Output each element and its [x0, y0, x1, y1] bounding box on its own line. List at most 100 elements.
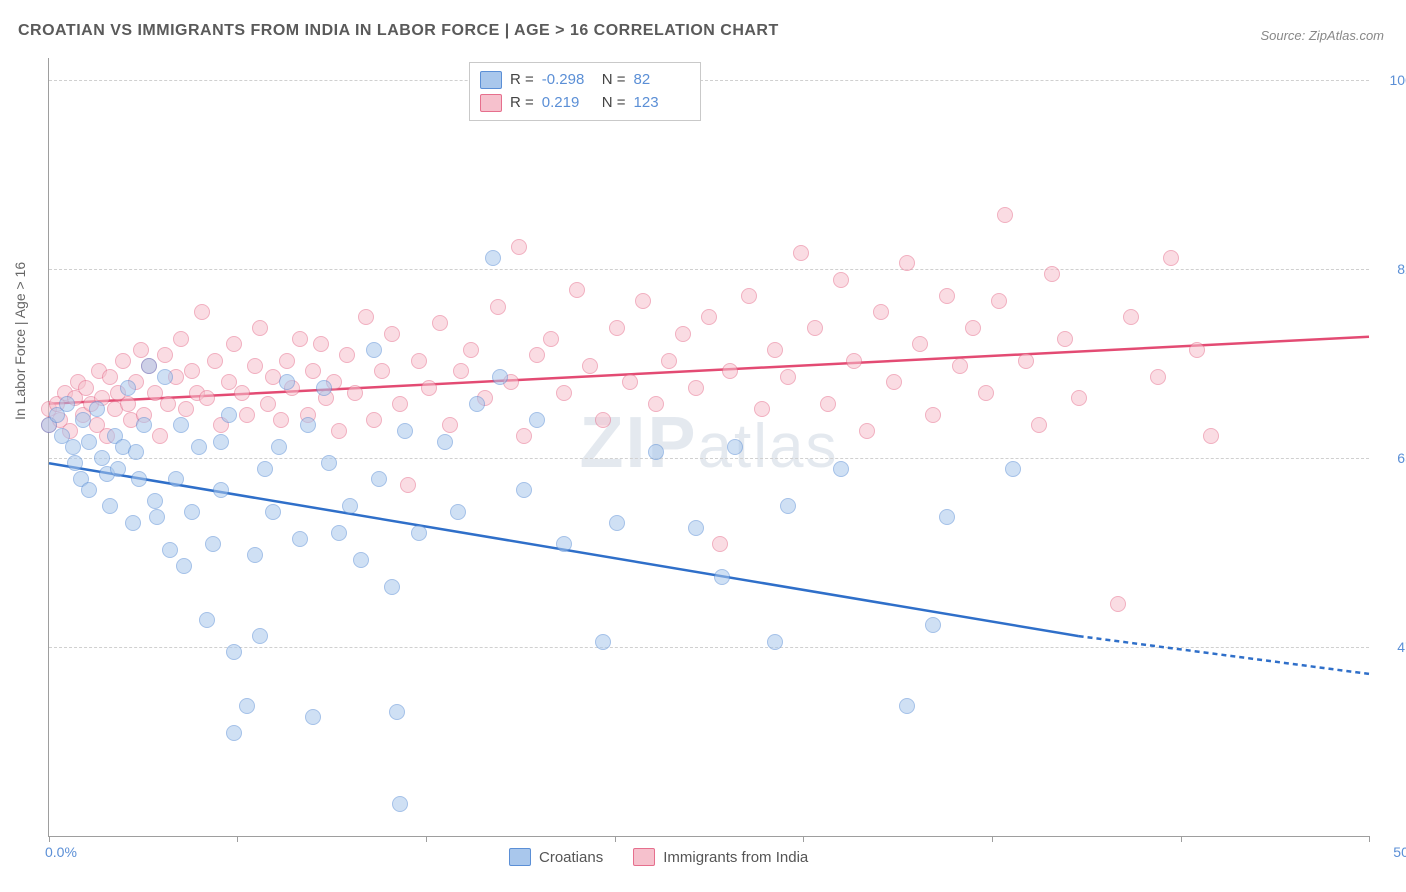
data-point: [221, 407, 237, 423]
data-point: [833, 272, 849, 288]
data-point: [366, 342, 382, 358]
data-point: [331, 423, 347, 439]
data-point: [1018, 353, 1034, 369]
ytick-label: 82.5%: [1377, 261, 1406, 277]
data-point: [432, 315, 448, 331]
data-point: [184, 363, 200, 379]
data-point: [727, 439, 743, 455]
data-point: [754, 401, 770, 417]
data-point: [141, 358, 157, 374]
data-point: [110, 461, 126, 477]
stats-legend: R = -0.298 N = 82 R = 0.219 N = 123: [469, 62, 701, 121]
data-point: [453, 363, 469, 379]
data-point: [347, 385, 363, 401]
data-point: [213, 482, 229, 498]
data-point: [1123, 309, 1139, 325]
data-point: [331, 525, 347, 541]
data-point: [485, 250, 501, 266]
data-point: [102, 369, 118, 385]
data-point: [661, 353, 677, 369]
data-point: [397, 423, 413, 439]
data-point: [392, 796, 408, 812]
data-point: [131, 471, 147, 487]
data-point: [199, 612, 215, 628]
data-point: [279, 374, 295, 390]
data-point: [125, 515, 141, 531]
data-point: [120, 396, 136, 412]
data-point: [316, 380, 332, 396]
data-point: [194, 304, 210, 320]
ytick-label: 47.5%: [1377, 639, 1406, 655]
data-point: [556, 385, 572, 401]
data-point: [173, 417, 189, 433]
data-point: [339, 347, 355, 363]
data-point: [199, 390, 215, 406]
data-point: [247, 358, 263, 374]
data-point: [213, 434, 229, 450]
data-point: [371, 471, 387, 487]
data-point: [978, 385, 994, 401]
data-point: [384, 579, 400, 595]
n-label: N =: [602, 69, 626, 92]
data-point: [273, 412, 289, 428]
data-point: [313, 336, 329, 352]
data-point: [1071, 390, 1087, 406]
data-point: [442, 417, 458, 433]
data-point: [184, 504, 200, 520]
data-point: [321, 455, 337, 471]
data-point: [389, 704, 405, 720]
xtick-min: 0.0%: [45, 844, 77, 860]
data-point: [688, 380, 704, 396]
data-point: [226, 336, 242, 352]
data-point: [157, 347, 173, 363]
data-point: [899, 255, 915, 271]
data-point: [899, 698, 915, 714]
bottom-legend: Croatians Immigrants from India: [509, 848, 808, 866]
data-point: [149, 509, 165, 525]
data-point: [1189, 342, 1205, 358]
data-point: [65, 439, 81, 455]
data-point: [1110, 596, 1126, 612]
data-point: [492, 369, 508, 385]
chart-title: CROATIAN VS IMMIGRANTS FROM INDIA IN LAB…: [18, 22, 779, 40]
data-point: [59, 396, 75, 412]
swatch-croatians: [480, 71, 502, 89]
data-point: [205, 536, 221, 552]
watermark-light: atlas: [698, 412, 839, 481]
stats-row-croatians: R = -0.298 N = 82: [480, 69, 686, 92]
data-point: [1057, 331, 1073, 347]
data-point: [81, 434, 97, 450]
data-point: [102, 498, 118, 514]
data-point: [226, 644, 242, 660]
data-point: [807, 320, 823, 336]
data-point: [582, 358, 598, 374]
data-point: [67, 455, 83, 471]
data-point: [178, 401, 194, 417]
data-point: [226, 725, 242, 741]
legend-swatch-croatians: [509, 848, 531, 866]
data-point: [859, 423, 875, 439]
data-point: [292, 531, 308, 547]
data-point: [952, 358, 968, 374]
data-point: [635, 293, 651, 309]
data-point: [75, 412, 91, 428]
data-point: [160, 396, 176, 412]
data-point: [239, 407, 255, 423]
data-point: [89, 401, 105, 417]
data-point: [516, 482, 532, 498]
data-point: [450, 504, 466, 520]
data-point: [279, 353, 295, 369]
data-point: [886, 374, 902, 390]
data-point: [490, 299, 506, 315]
r-label: R =: [510, 92, 534, 115]
n-value-croatians: 82: [634, 69, 686, 92]
data-point: [305, 363, 321, 379]
data-point: [609, 320, 625, 336]
data-point: [353, 552, 369, 568]
n-value-india: 123: [634, 92, 686, 115]
stats-row-india: R = 0.219 N = 123: [480, 92, 686, 115]
r-label: R =: [510, 69, 534, 92]
data-point: [78, 380, 94, 396]
legend-item-croatians: Croatians: [509, 848, 603, 866]
data-point: [556, 536, 572, 552]
